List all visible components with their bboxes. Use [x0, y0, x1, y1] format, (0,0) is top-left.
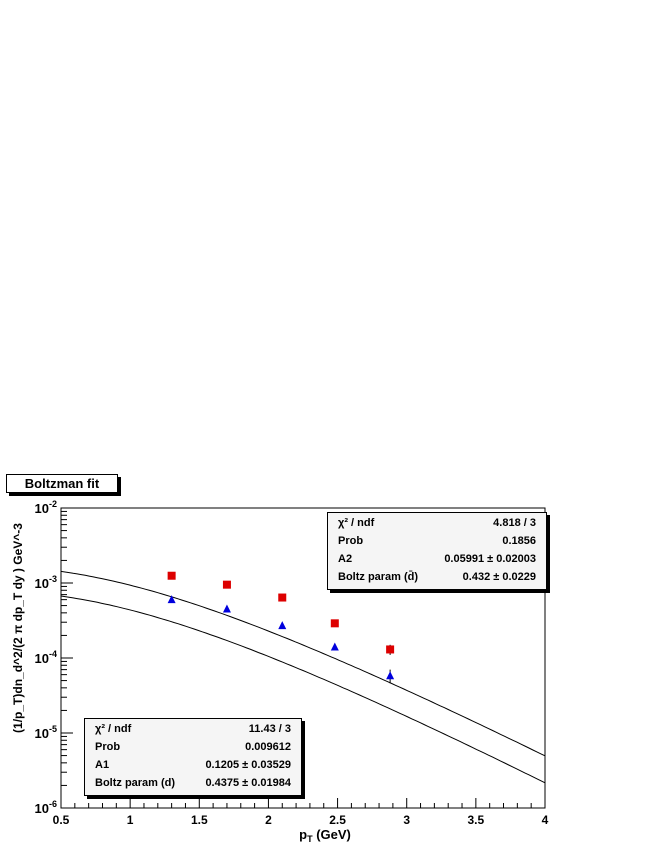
- stat-key: Boltz param (d): [95, 777, 176, 789]
- y-tick-label: 10-3: [35, 574, 57, 591]
- stats-box-deuteron: χ² / ndf 11.43 / 3 Prob 0.009612 A1 0.1205 …: [84, 718, 302, 796]
- y-axis-label: (1/p_T)dn_d^2/(2 π dp_T dy ) GeV^-3: [11, 523, 25, 733]
- x-tick-label: 1: [127, 813, 134, 827]
- stat-row: Boltz param (d) 0.4375 ± 0.01984: [85, 774, 301, 792]
- data-point-triangle: [330, 642, 339, 651]
- x-tick-label: 4: [542, 813, 549, 827]
- stat-key: χ² / ndf: [338, 517, 375, 529]
- stat-value: 0.432 ± 0.0229: [462, 571, 536, 583]
- stat-row: Boltz param (d̄) 0.432 ± 0.0229: [328, 568, 546, 586]
- data-point-triangle: [167, 595, 176, 604]
- x-tick-label: 1.5: [191, 813, 208, 827]
- x-axis-label: pT (GeV): [299, 827, 351, 844]
- stat-key: Prob: [338, 535, 364, 547]
- stat-row: χ² / ndf 11.43 / 3: [85, 720, 301, 738]
- y-tick-label: 10-4: [35, 649, 57, 666]
- y-tick-label: 10-5: [35, 724, 57, 741]
- data-point-square: [278, 593, 287, 602]
- stat-value: 0.009612: [245, 741, 291, 753]
- x-tick-label: 0.5: [53, 813, 70, 827]
- y-tick-label: 10-6: [35, 799, 57, 816]
- data-point-triangle: [386, 671, 395, 680]
- stat-value: 0.1856: [502, 535, 536, 547]
- stat-value: 0.05991 ± 0.02003: [444, 553, 536, 565]
- x-tick-label: 3: [403, 813, 410, 827]
- y-tick-label: 10-2: [35, 499, 57, 516]
- stat-row: A2 0.05991 ± 0.02003: [328, 550, 546, 568]
- stat-value: 0.4375 ± 0.01984: [205, 777, 291, 789]
- stat-row: Prob 0.009612: [85, 738, 301, 756]
- data-point-square: [222, 580, 231, 589]
- data-point-triangle: [222, 604, 231, 613]
- stat-value: 4.818 / 3: [493, 517, 536, 529]
- stat-key: Prob: [95, 741, 121, 753]
- x-tick-label: 2.5: [329, 813, 346, 827]
- x-tick-label: 2: [265, 813, 272, 827]
- stat-key: A2: [338, 553, 353, 565]
- chart-title: Boltzman fit: [6, 474, 118, 493]
- fit-curve: [60, 595, 546, 784]
- stat-key: Boltz param (d̄): [338, 571, 419, 583]
- stat-row: χ² / ndf 4.818 / 3: [328, 514, 546, 532]
- stat-key: A1: [95, 759, 110, 771]
- x-tick-label: 3.5: [468, 813, 485, 827]
- stat-key: χ² / ndf: [95, 723, 132, 735]
- data-point-square: [167, 571, 176, 580]
- stat-row: Prob 0.1856: [328, 532, 546, 550]
- data-point-square: [330, 619, 339, 628]
- stats-box-antideuteron: χ² / ndf 4.818 / 3 Prob 0.1856 A2 0.05991 ±…: [327, 512, 547, 590]
- stat-value: 11.43 / 3: [248, 723, 291, 735]
- data-point-square: [386, 645, 395, 654]
- stat-row: A1 0.1205 ± 0.03529: [85, 756, 301, 774]
- fit-curve: [60, 570, 546, 757]
- stat-value: 0.1205 ± 0.03529: [205, 759, 291, 771]
- data-point-triangle: [278, 621, 287, 630]
